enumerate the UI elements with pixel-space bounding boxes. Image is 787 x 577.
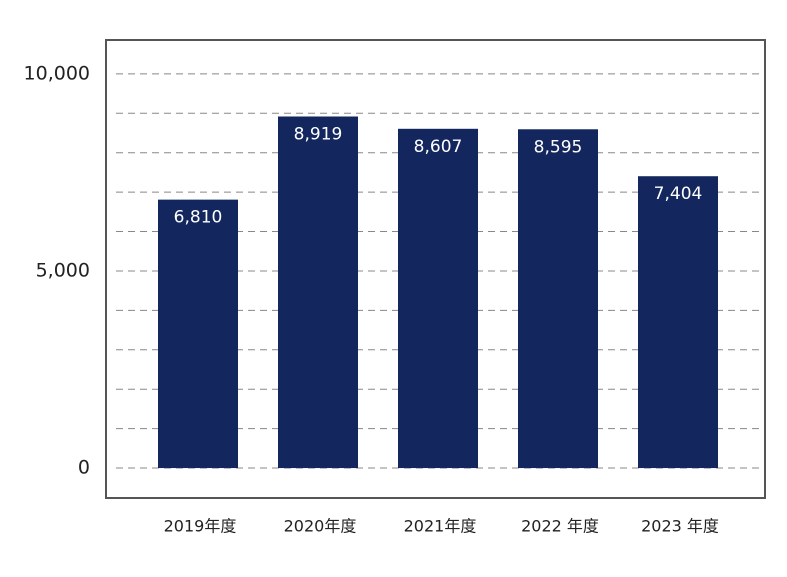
value-label: 8,607 [414, 137, 463, 157]
x-tick-label: 2019年度 [164, 517, 237, 536]
value-label: 8,595 [534, 137, 583, 157]
bar [398, 128, 478, 469]
bar [638, 176, 718, 469]
x-tick-label: 2022 年度 [521, 517, 599, 536]
x-tick-label: 2020年度 [284, 517, 357, 536]
bar [518, 129, 598, 469]
y-tick-label: 10,000 [24, 62, 90, 84]
value-label: 7,404 [654, 184, 703, 204]
value-label: 8,919 [294, 125, 343, 145]
value-label: 6,810 [174, 208, 223, 228]
bar [158, 199, 238, 469]
y-tick-label: 0 [78, 457, 90, 479]
y-tick-label: 5,000 [36, 259, 90, 281]
x-tick-label: 2021年度 [404, 517, 477, 536]
bar [278, 116, 358, 469]
x-tick-label: 2023 年度 [641, 517, 719, 536]
plot-frame [105, 39, 766, 499]
